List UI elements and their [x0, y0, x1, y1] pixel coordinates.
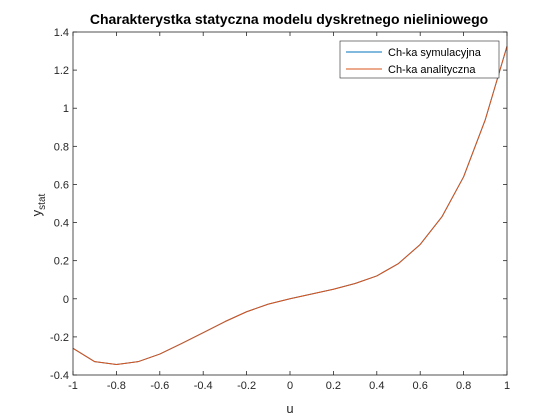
y-tick-label: 1.2	[54, 65, 69, 77]
y-axis-label-main: y	[29, 209, 44, 216]
legend-box	[339, 40, 500, 79]
legend-label-analityczna: Ch-ka analityczna	[388, 64, 476, 76]
y-tick-label: 1.4	[54, 27, 69, 39]
y-tick-label: 0.6	[54, 179, 69, 191]
y-tick-label: 1	[63, 103, 69, 115]
series-line-analityczna	[72, 46, 508, 366]
x-tick-label: 0	[287, 380, 293, 392]
x-tick-label: -0.6	[150, 380, 169, 392]
chart-title: Charakterystka statyczna modelu dyskretn…	[90, 11, 488, 27]
y-tick-label: 0	[63, 294, 69, 306]
x-tick-label: -1	[68, 380, 78, 392]
x-axis: -1 -0.8 -0.6 -0.4 -0.2 0 0.2 0.4 0.6 0.8 1	[68, 32, 510, 392]
legend-label-symulacyjna: Ch-ka symulacyjna	[388, 47, 482, 59]
y-tick-label: 0.2	[54, 256, 69, 268]
x-tick-label: 0.2	[326, 380, 341, 392]
legend: Ch-ka symulacyjna Ch-ka analityczna	[339, 40, 500, 79]
plot-frame	[72, 31, 508, 376]
x-tick-label: 0.8	[456, 380, 471, 392]
y-tick-label: -0.2	[50, 332, 69, 344]
y-tick-label: 0.8	[54, 141, 69, 153]
x-tick-label: 1	[504, 380, 510, 392]
y-tick-label: 0.4	[54, 218, 69, 230]
x-tick-label: -0.8	[107, 380, 126, 392]
y-tick-label: -0.4	[50, 370, 69, 382]
y-axis-label-subscript: stat	[37, 193, 48, 209]
x-tick-label: 0.6	[413, 380, 428, 392]
x-tick-label: -0.4	[194, 380, 213, 392]
plot-area	[73, 32, 507, 375]
series-layer	[72, 46, 508, 366]
x-axis-label: u	[286, 401, 293, 416]
y-axis-label: ystat	[29, 193, 48, 216]
y-axis: -0.4 -0.2 0 0.2 0.4 0.6 0.8 1 1.2 1.4	[50, 27, 507, 382]
x-tick-label: -0.2	[237, 380, 256, 392]
x-tick-label: 0.4	[369, 380, 384, 392]
